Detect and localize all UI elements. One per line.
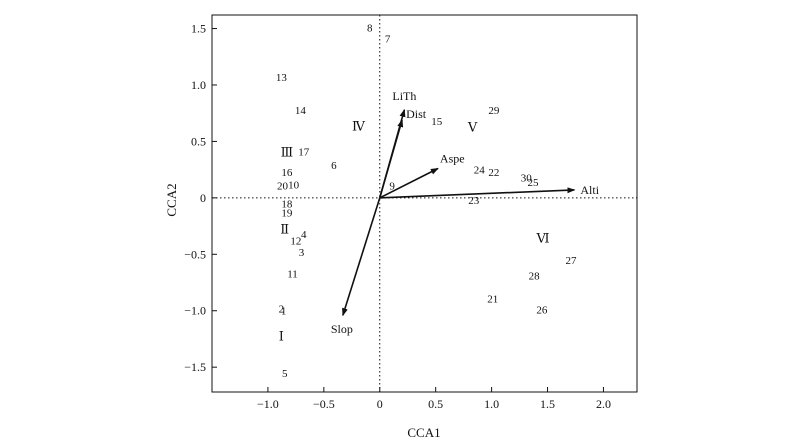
x-tick-label: −0.5	[313, 397, 335, 411]
x-tick-label: 0.5	[428, 397, 443, 411]
y-axis-title: CCA2	[164, 183, 179, 216]
arrow-alti	[379, 187, 576, 199]
x-tick-label: −1.0	[257, 397, 279, 411]
site-label-22: 22	[488, 167, 499, 179]
x-tick-label: 0	[377, 397, 383, 411]
site-label-5: 5	[282, 368, 288, 380]
site-label-30: 30	[521, 173, 533, 185]
site-label-29: 29	[488, 105, 500, 117]
y-tick-label: 0.5	[191, 134, 206, 148]
site-label-11: 11	[287, 268, 298, 280]
x-axis-ticks: −1.0 −0.5 0 0.5 1.0 1.5 2.0	[257, 387, 611, 411]
site-label-3: 3	[299, 247, 305, 259]
site-label-15: 15	[431, 116, 443, 128]
x-tick-label: 1.5	[540, 397, 555, 411]
arrow-label-aspe: Aspe	[440, 152, 465, 166]
group-label: Ⅵ	[536, 230, 550, 245]
group-labels: Ⅰ Ⅱ Ⅲ Ⅳ Ⅴ Ⅵ	[279, 119, 550, 344]
site-label-9: 9	[389, 180, 395, 192]
plot-frame	[211, 14, 638, 393]
site-label-16: 16	[281, 167, 293, 179]
arrow-aspe	[379, 167, 439, 199]
y-axis-ticks: 1.5 1.0 0.5 0 −0.5 −1.0 −1.5	[184, 22, 217, 374]
x-axis-title: CCA1	[407, 425, 440, 440]
site-label-2: 2	[279, 303, 285, 315]
x-tick-label: 1.0	[484, 397, 499, 411]
arrow-label-slop: Slop	[331, 322, 353, 336]
y-tick-label: 0	[200, 191, 206, 205]
site-label-19: 19	[281, 208, 293, 220]
site-label-8: 8	[367, 22, 373, 34]
arrow-label-lith: LiTh	[392, 89, 416, 103]
y-tick-label: 1.5	[191, 22, 206, 36]
arrow-label-alti: Alti	[580, 183, 599, 197]
group-label: Ⅲ	[281, 145, 294, 160]
environment-arrows: LiTh Dist Aspe Alti Slop	[331, 89, 600, 336]
group-label: Ⅳ	[352, 119, 366, 134]
site-label-28: 28	[529, 271, 541, 283]
site-label-12: 12	[290, 236, 301, 248]
site-label-21: 21	[487, 293, 498, 305]
site-label-20: 20	[277, 180, 289, 192]
site-label-7: 7	[385, 34, 391, 46]
arrow-dist	[378, 119, 404, 199]
zero-lines	[212, 15, 637, 392]
site-label-26: 26	[536, 305, 548, 317]
y-tick-label: −1.5	[184, 360, 206, 374]
group-label: Ⅱ	[280, 221, 289, 236]
site-label-25: 25	[527, 177, 539, 189]
x-tick-label: 2.0	[596, 397, 611, 411]
site-label-14: 14	[295, 105, 307, 117]
site-label-24: 24	[474, 165, 486, 177]
site-label-6: 6	[331, 160, 337, 172]
site-label-27: 27	[566, 255, 578, 267]
group-label: Ⅴ	[467, 120, 478, 135]
site-label-1: 1	[281, 306, 287, 318]
site-label-10: 10	[288, 179, 300, 191]
group-label: Ⅰ	[279, 329, 284, 344]
y-tick-label: −1.0	[184, 304, 206, 318]
y-tick-label: −0.5	[184, 247, 206, 261]
arrow-slop	[342, 197, 381, 317]
y-tick-label: 1.0	[191, 78, 206, 92]
site-label-13: 13	[276, 72, 288, 84]
site-label-4: 4	[301, 229, 307, 241]
arrow-label-dist: Dist	[406, 107, 427, 121]
site-label-18: 18	[281, 199, 293, 211]
site-label-17: 17	[298, 147, 310, 159]
site-label-23: 23	[468, 195, 480, 207]
